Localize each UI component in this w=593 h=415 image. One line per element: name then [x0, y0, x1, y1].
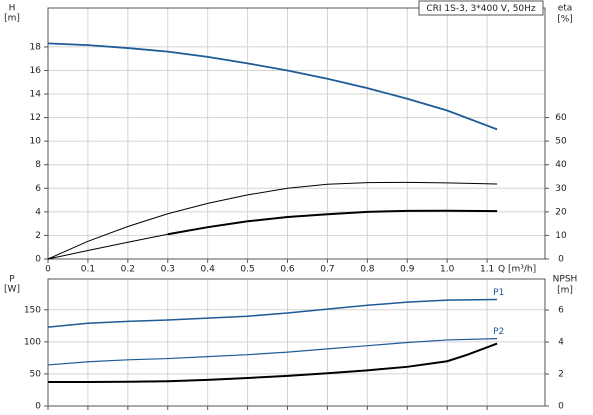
x-tick-label: 0.1 — [81, 265, 95, 275]
y-tick-label: 12 — [30, 113, 41, 123]
y2-tick-label: 0 — [558, 255, 564, 265]
curve — [48, 342, 498, 384]
x-tick-label: 0.4 — [201, 265, 216, 275]
curve — [47, 338, 498, 366]
x-axis-label: Q [m³/h] — [498, 265, 536, 275]
plot-frame — [47, 278, 546, 407]
y2-tick-label: 6 — [558, 306, 564, 316]
curve — [47, 181, 498, 260]
x-tick-label: 0.8 — [360, 265, 375, 275]
y-axis-label: H — [9, 4, 16, 14]
y2-tick-label: 10 — [555, 231, 567, 241]
y2-tick-label: 20 — [555, 207, 567, 217]
chart-title: CRI 1S-3, 3*400 V, 50Hz — [426, 4, 536, 14]
x-tick-label: 0.2 — [121, 265, 135, 275]
y-axis-unit: [m] — [4, 14, 20, 24]
y-tick-label: 10 — [30, 137, 42, 147]
y-axis-label: P — [9, 275, 15, 285]
y2-axis-unit: [%] — [557, 15, 573, 25]
x-tick-label: 0.9 — [400, 265, 415, 275]
title-box — [418, 0, 544, 16]
y-tick-label: 4 — [35, 207, 41, 217]
y-tick-label: 100 — [24, 337, 41, 347]
y2-tick-label: 30 — [555, 184, 567, 194]
x-tick-label: 0.7 — [320, 265, 334, 275]
y-axis-unit: [W] — [4, 285, 20, 295]
y-tick-label: 2 — [35, 231, 41, 241]
y-tick-label: 0 — [35, 402, 41, 412]
curve — [47, 298, 498, 328]
curve — [47, 233, 168, 260]
y2-tick-label: 2 — [558, 370, 564, 380]
y-tick-label: 16 — [30, 66, 42, 76]
y-tick-label: 6 — [35, 184, 41, 194]
x-tick-label: 0.3 — [161, 265, 175, 275]
y2-tick-label: 0 — [558, 402, 564, 412]
y2-axis-label: NPSH — [553, 275, 578, 285]
y-tick-label: 8 — [35, 160, 41, 170]
x-tick-label: 1.1 — [480, 265, 494, 275]
x-tick-label: 0.5 — [240, 265, 254, 275]
y2-axis-label: eta — [558, 4, 573, 14]
y-tick-label: 150 — [24, 305, 41, 315]
y-tick-label: 14 — [30, 90, 42, 100]
curve-label: P2 — [493, 327, 504, 337]
y2-tick-label: 50 — [555, 137, 567, 147]
curve-label: P1 — [493, 288, 504, 298]
curve — [47, 42, 498, 131]
x-tick-label: 1.0 — [440, 265, 455, 275]
y2-axis-unit: [m] — [557, 286, 573, 296]
x-tick-label: 0.6 — [280, 265, 295, 275]
y-tick-label: 50 — [30, 369, 42, 379]
y-tick-label: 0 — [35, 255, 41, 265]
y2-tick-label: 4 — [558, 338, 564, 348]
y2-tick-label: 40 — [555, 160, 567, 170]
y2-tick-label: 60 — [555, 113, 567, 123]
y-tick-label: 18 — [30, 42, 42, 52]
x-tick-label: 0 — [45, 265, 51, 275]
plot-frame — [47, 7, 546, 260]
curve — [167, 209, 498, 236]
